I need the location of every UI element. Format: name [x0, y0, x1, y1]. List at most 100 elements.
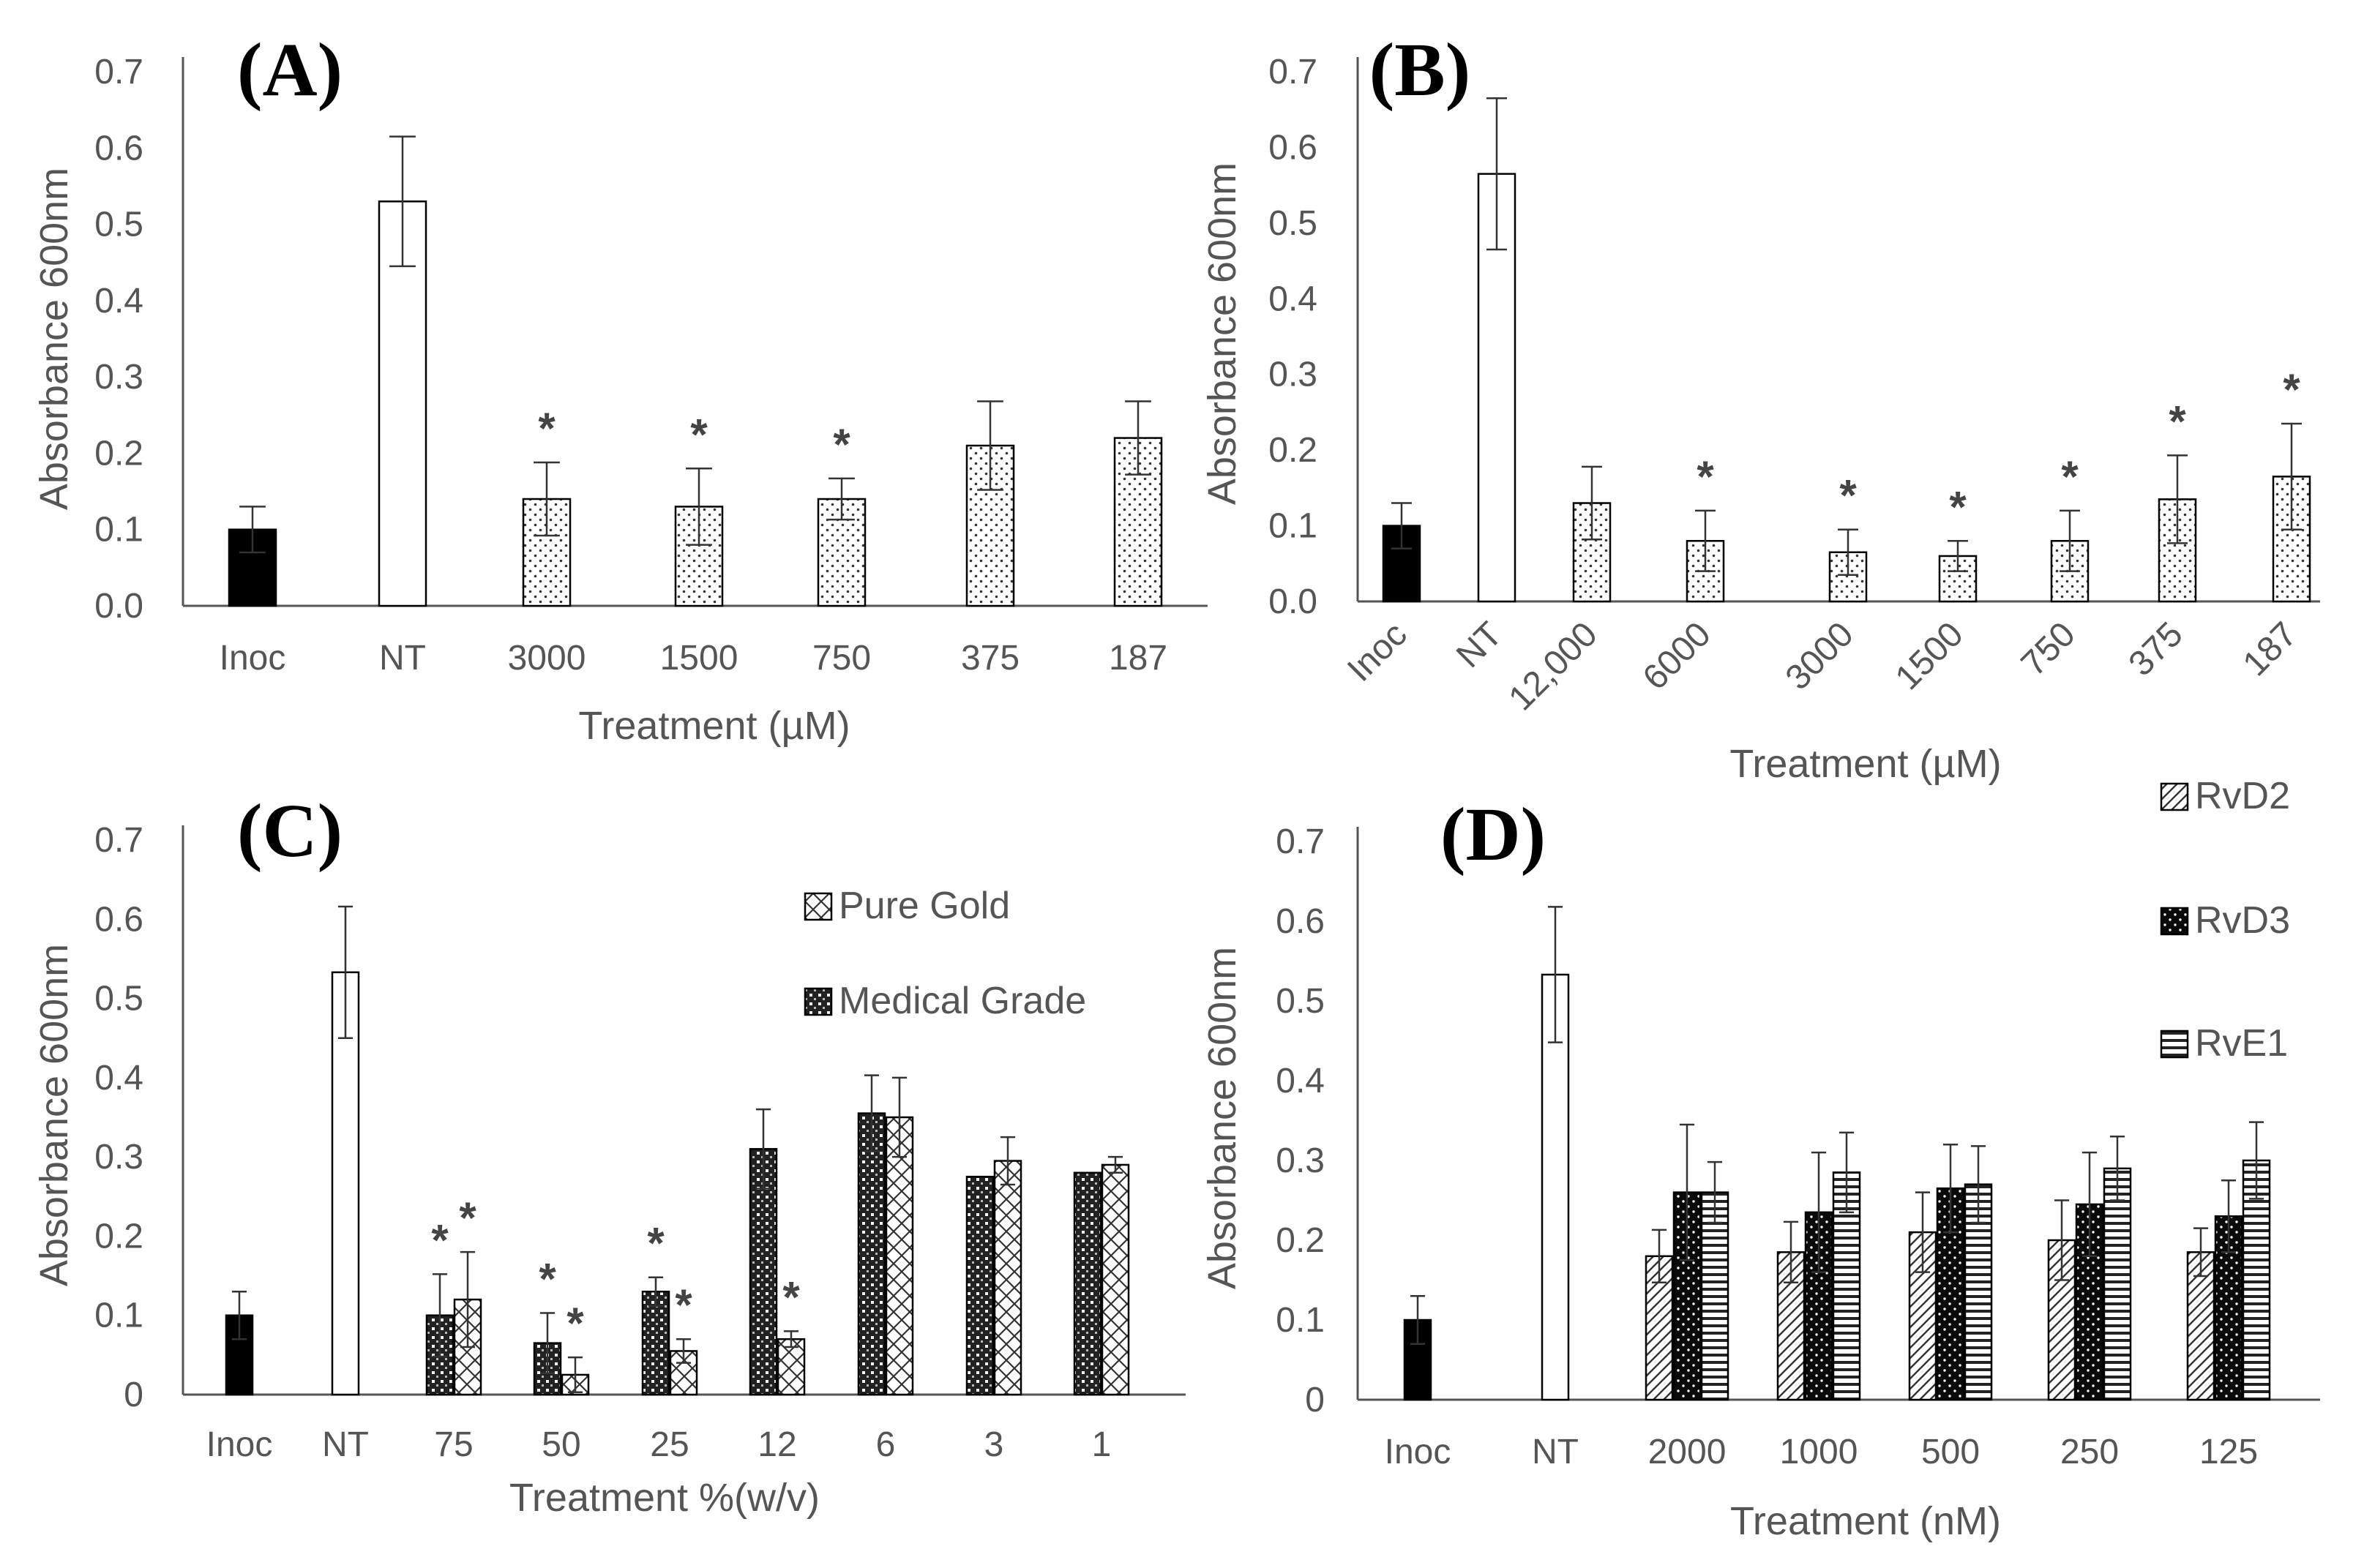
d-legend-swatch [2160, 782, 2189, 811]
d-bar [2186, 1251, 2215, 1401]
c-y-tick-label: 0.6 [94, 900, 143, 939]
d-x-tick-label: 1000 [1780, 1433, 1858, 1471]
d-legend-label: RvE1 [2195, 1022, 2288, 1065]
d-y-tick-label: 0.1 [1276, 1301, 1325, 1340]
b-x-tick-label: 375 [2122, 615, 2191, 683]
c-bar [857, 1112, 886, 1396]
b-x-tick-label: 12,000 [1501, 615, 1604, 718]
a-y-tick-label: 0.3 [94, 358, 143, 397]
a-y-tick-label: 0.1 [94, 511, 143, 549]
c-panel-label: (C) [237, 789, 343, 873]
c-bar [1101, 1163, 1130, 1396]
c-y-axis-title: Absorbance 600nm [32, 944, 76, 1286]
b-significance-star: * [1697, 452, 1714, 501]
a-x-tick-label: Inoc [220, 639, 286, 678]
c-legend-swatch [804, 892, 833, 921]
a-y-tick-label: 0.5 [94, 206, 143, 244]
c-significance-star: * [566, 1299, 584, 1348]
b-x-tick-label: Inoc [1340, 615, 1415, 689]
a-x-tick-label: 750 [812, 639, 871, 678]
c-bar [331, 971, 360, 1396]
d-x-tick-label: 125 [2199, 1433, 2258, 1471]
c-significance-star: * [675, 1280, 692, 1329]
c-y-tick-label: 0.4 [94, 1059, 143, 1098]
b-significance-star: * [2283, 365, 2300, 414]
c-y-tick-label: 0.5 [94, 980, 143, 1019]
b-x-tick-label: 1500 [1888, 615, 1971, 697]
c-significance-star: * [539, 1254, 556, 1303]
b-y-tick-label: 0.3 [1268, 356, 1317, 394]
c-bar [777, 1338, 806, 1396]
a-significance-star: * [538, 404, 556, 453]
c-significance-star: * [459, 1193, 476, 1242]
b-significance-star: * [2061, 452, 2079, 501]
d-y-tick-label: 0.4 [1276, 1062, 1325, 1100]
d-bar [2242, 1159, 2271, 1401]
d-legend-swatch [2160, 1029, 2189, 1059]
c-x-axis-title: Treatment %(w/v) [509, 1476, 820, 1520]
d-y-axis-title: Absorbance 600nm [1200, 947, 1244, 1289]
b-x-axis-title: Treatment (µM) [1729, 742, 2001, 786]
d-x-tick-label: 2000 [1648, 1433, 1727, 1471]
b-x-tick-label: 187 [2236, 615, 2305, 683]
b-y-tick-label: 0.0 [1268, 582, 1317, 621]
d-x-axis-title: Treatment (nM) [1730, 1499, 2001, 1543]
c-x-tick-label: 75 [434, 1425, 473, 1464]
d-x-tick-label: 250 [2060, 1433, 2119, 1471]
c-significance-star: * [647, 1219, 665, 1268]
b-y-tick-label: 0.5 [1268, 204, 1317, 243]
d-bar [1700, 1191, 1729, 1401]
d-y-tick-label: 0.2 [1276, 1221, 1325, 1260]
c-x-tick-label: NT [322, 1425, 369, 1464]
c-bar [1073, 1171, 1102, 1396]
a-y-tick-label: 0.7 [94, 53, 143, 91]
c-x-tick-label: 12 [758, 1425, 796, 1464]
b-y-tick-label: 0.1 [1268, 507, 1317, 546]
c-x-tick-label: 3 [984, 1425, 1004, 1464]
a-y-tick-label: 0.2 [94, 434, 143, 473]
c-legend-swatch [804, 987, 833, 1016]
d-y-tick-label: 0.6 [1276, 902, 1325, 941]
c-y-tick-label: 0.1 [94, 1297, 143, 1335]
c-x-tick-label: 25 [650, 1425, 689, 1464]
b-bar [2158, 498, 2197, 603]
c-bar [749, 1148, 778, 1396]
a-y-axis-title: Absorbance 600nm [32, 168, 76, 510]
c-x-tick-label: Inoc [206, 1425, 273, 1464]
d-y-tick-label: 0.7 [1276, 822, 1325, 861]
panel-c-chart: 0 0.1 0.2 0.3 0.4 0.5 0.6 0.7 Inoc NT 75 50 25 12 6 3 1 T… [32, 789, 1186, 1520]
b-significance-star: * [1839, 471, 1857, 520]
d-panel-label: (D) [1440, 792, 1546, 877]
c-bar [965, 1175, 995, 1396]
a-significance-star: * [690, 410, 708, 459]
d-y-tick-label: 0.5 [1276, 982, 1325, 1021]
d-x-tick-label: Inoc [1385, 1433, 1451, 1471]
c-legend-label: Medical Grade [839, 980, 1086, 1022]
c-y-tick-label: 0.2 [94, 1217, 143, 1256]
b-y-tick-label: 0.4 [1268, 280, 1317, 318]
d-y-tick-label: 0 [1305, 1381, 1325, 1419]
b-x-tick-label: NT [1449, 615, 1510, 675]
b-x-tick-label: 3000 [1778, 615, 1861, 697]
c-y-tick-label: 0 [124, 1376, 143, 1414]
d-legend-label: RvD3 [2195, 899, 2290, 942]
a-x-tick-label: NT [379, 639, 426, 678]
c-significance-star: * [782, 1272, 800, 1321]
a-x-tick-label: 187 [1109, 639, 1167, 678]
a-x-tick-label: 375 [961, 639, 1020, 678]
c-legend-label: Pure Gold [839, 885, 1010, 927]
a-x-tick-label: 3000 [508, 639, 586, 678]
c-x-tick-label: 1 [1092, 1425, 1112, 1464]
d-y-tick-label: 0.3 [1276, 1141, 1325, 1180]
a-panel-label: (A) [237, 28, 343, 112]
b-panel-label: (B) [1369, 28, 1471, 112]
a-y-tick-label: 0.6 [94, 129, 143, 168]
c-bar [641, 1290, 670, 1396]
panel-d-chart: 0 0.1 0.2 0.3 0.4 0.5 0.6 0.7 Inoc NT 2000 1000 500 2… [1200, 775, 2320, 1543]
a-y-tick-label: 0.4 [94, 282, 143, 320]
c-significance-star: * [431, 1215, 449, 1264]
c-y-tick-label: 0.3 [94, 1138, 143, 1177]
c-bar [885, 1116, 914, 1396]
b-y-tick-label: 0.7 [1268, 53, 1317, 91]
